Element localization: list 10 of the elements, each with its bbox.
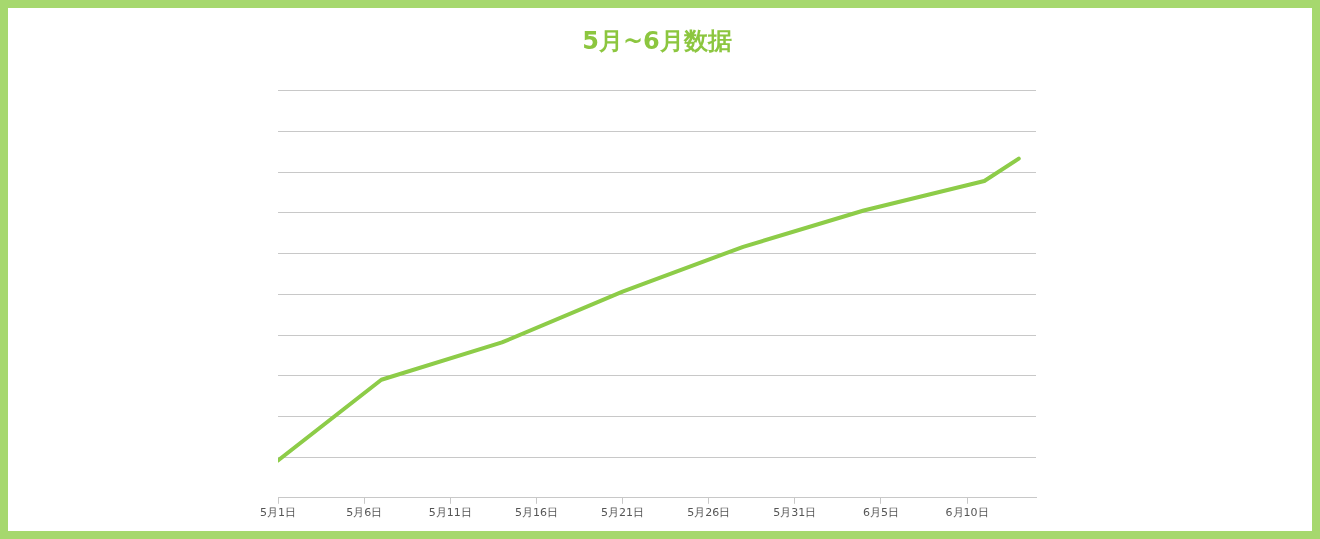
x-tick-label: 5月1日 bbox=[260, 506, 296, 520]
x-tick-label: 6月10日 bbox=[945, 506, 989, 520]
x-tick-label: 5月31日 bbox=[773, 506, 817, 520]
x-tick-label: 5月26日 bbox=[687, 506, 731, 520]
x-tick-label: 5月16日 bbox=[514, 506, 558, 520]
x-tick-label: 5月11日 bbox=[428, 506, 472, 520]
x-tick-label: 6月5日 bbox=[862, 506, 899, 520]
x-tick-label: 5月21日 bbox=[601, 506, 645, 520]
chart-title: 5月~6月数据 bbox=[582, 26, 732, 55]
x-tick-label: 5月6日 bbox=[346, 506, 383, 520]
